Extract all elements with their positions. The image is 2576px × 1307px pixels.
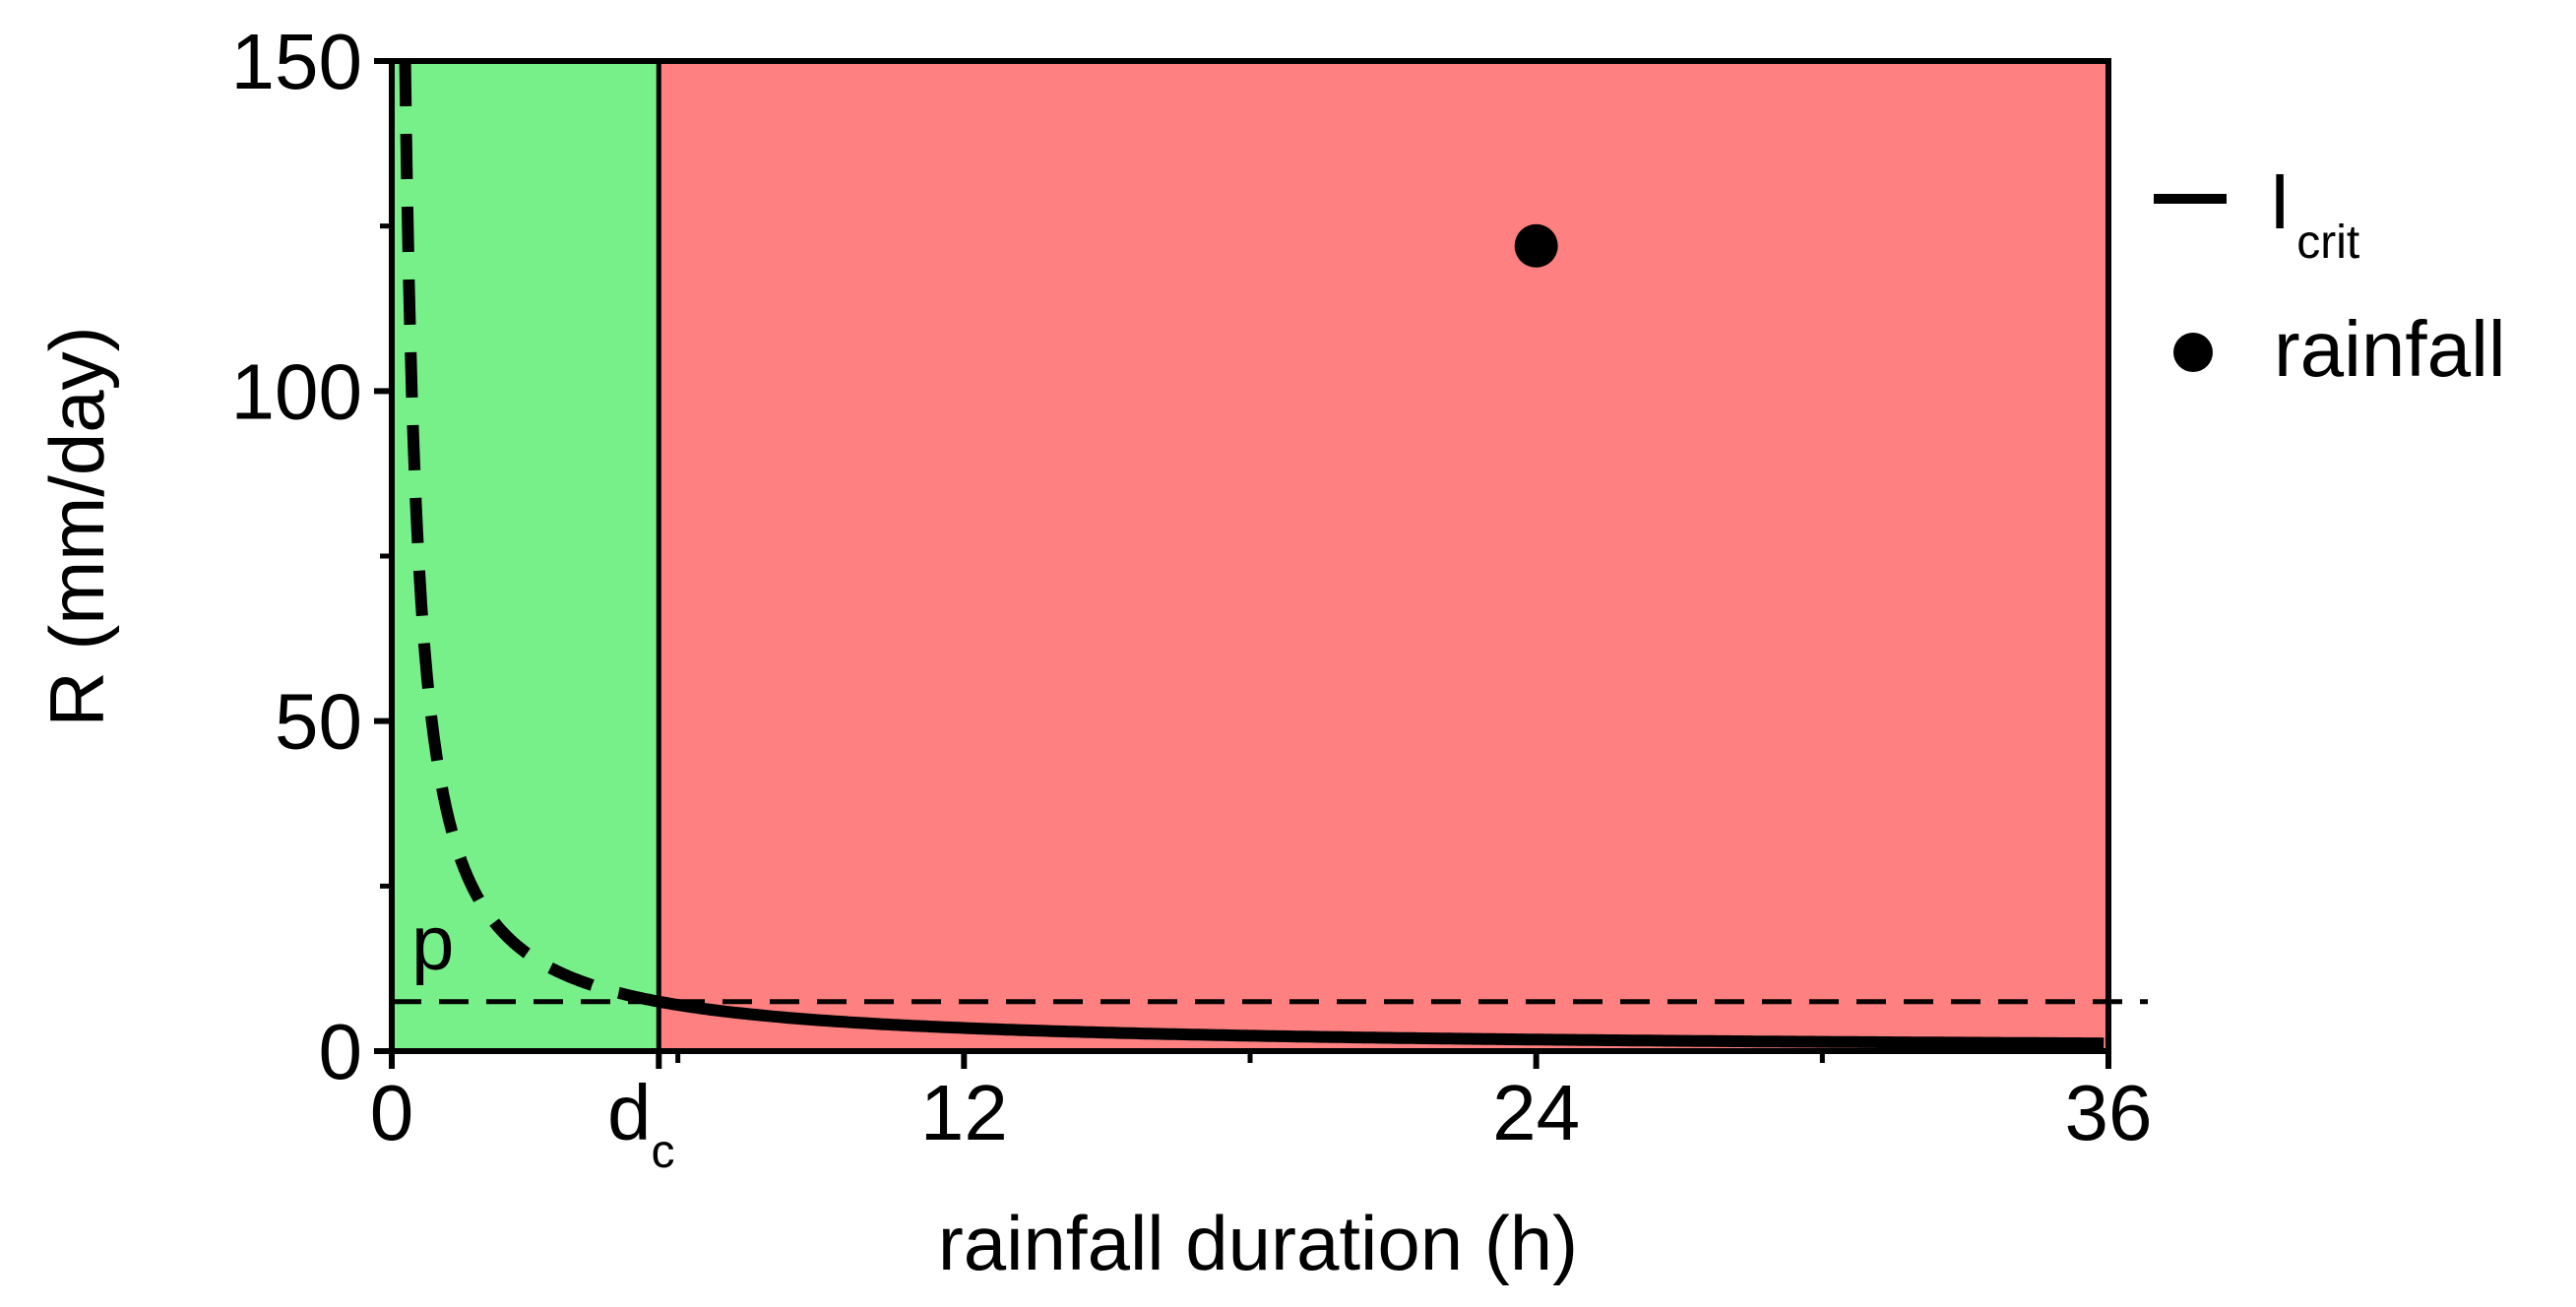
x-tick-label: 24 <box>1492 1069 1580 1156</box>
legend-label-rainfall: rainfall <box>2274 305 2506 393</box>
data-points <box>1514 223 1558 268</box>
x-tick-label: 0 <box>370 1069 414 1156</box>
x-axis: 0 dc 12 24 36 <box>370 1051 2153 1178</box>
y-tick-label: 150 <box>231 18 362 105</box>
icrit-dashed-curve <box>399 60 660 1008</box>
y-tick-label: 100 <box>231 347 362 435</box>
curves <box>392 60 2148 1051</box>
y-axis-title: R (mm/day) <box>33 326 120 726</box>
icrit-solid-curve <box>658 995 2105 1050</box>
region-red <box>659 61 2109 1051</box>
y-axis: 0 50 100 150 <box>231 18 392 1095</box>
rainfall-point <box>1514 223 1558 268</box>
x-tick-label: dc <box>607 1069 675 1178</box>
y-tick-label: 50 <box>275 678 362 766</box>
x-axis-title: rainfall duration (h) <box>938 1200 1578 1286</box>
p-label: p <box>411 900 454 986</box>
y-tick-label: 0 <box>319 1008 363 1095</box>
background-regions <box>392 61 2109 1051</box>
x-tick-label: 36 <box>2065 1069 2153 1156</box>
x-tick-label: 12 <box>920 1069 1008 1156</box>
legend-dot-marker <box>2173 333 2213 372</box>
region-green <box>392 61 660 1051</box>
